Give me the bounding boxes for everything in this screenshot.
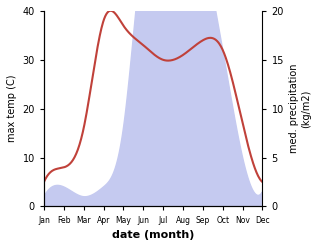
Y-axis label: med. precipitation
(kg/m2): med. precipitation (kg/m2) (289, 64, 311, 153)
Y-axis label: max temp (C): max temp (C) (7, 75, 17, 143)
X-axis label: date (month): date (month) (112, 230, 194, 240)
